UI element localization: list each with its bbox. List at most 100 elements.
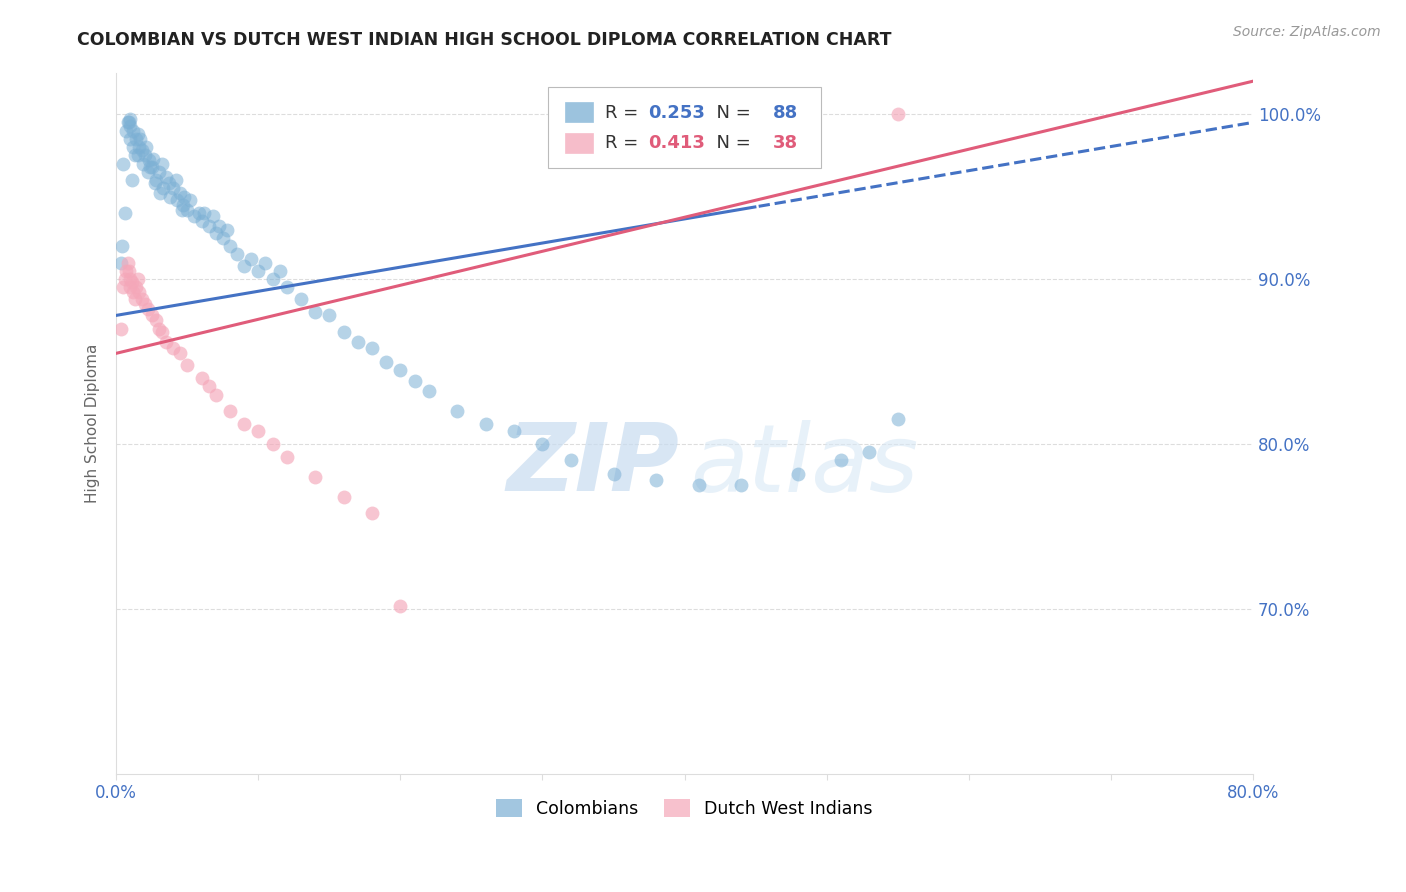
Point (269, 264, 291, 278)
Text: COLOMBIAN VS DUTCH WEST INDIAN HIGH SCHOOL DIPLOMA CORRELATION CHART: COLOMBIAN VS DUTCH WEST INDIAN HIGH SCHO… (77, 31, 891, 49)
Point (217, 222, 239, 236)
Point (418, 384, 440, 399)
Point (304, 470, 326, 484)
Point (304, 305, 326, 319)
Point (136, 165, 159, 179)
Point (112, 156, 135, 170)
Text: 88: 88 (773, 103, 799, 121)
Point (152, 181, 174, 195)
Point (162, 342, 184, 356)
Point (120, 272, 142, 286)
Point (190, 214, 212, 228)
Point (122, 140, 145, 154)
Text: N =: N = (704, 103, 756, 121)
Point (124, 292, 146, 306)
Point (110, 321, 132, 335)
Point (114, 206, 136, 220)
Point (179, 193, 201, 207)
Point (148, 165, 170, 179)
Y-axis label: High School Diploma: High School Diploma (86, 343, 100, 503)
Text: N =: N = (704, 135, 756, 153)
Point (172, 198, 194, 212)
Point (226, 247, 249, 261)
Point (122, 285, 145, 300)
Point (125, 280, 148, 294)
Point (120, 132, 142, 146)
Point (166, 193, 188, 207)
Point (503, 424, 526, 438)
Point (111, 239, 134, 253)
FancyBboxPatch shape (565, 102, 593, 123)
Point (318, 309, 340, 323)
FancyBboxPatch shape (565, 133, 593, 154)
Point (115, 264, 138, 278)
Point (141, 160, 163, 174)
Point (886, 412, 908, 426)
Point (645, 473, 668, 487)
Point (117, 255, 139, 269)
Point (197, 379, 219, 393)
Point (176, 358, 198, 372)
Point (118, 264, 141, 278)
Point (197, 219, 219, 234)
Point (138, 153, 160, 168)
Point (112, 280, 135, 294)
Point (124, 148, 146, 162)
Point (233, 417, 256, 432)
Point (125, 132, 148, 146)
Point (886, 107, 908, 121)
Point (332, 325, 354, 339)
Point (276, 450, 298, 465)
Point (201, 210, 224, 224)
Point (159, 189, 181, 203)
Text: R =: R = (605, 103, 644, 121)
Point (131, 144, 153, 158)
Point (115, 124, 138, 138)
Point (129, 132, 152, 146)
Point (361, 342, 384, 356)
Point (157, 177, 180, 191)
Point (169, 186, 191, 201)
Point (165, 173, 187, 187)
Point (169, 346, 191, 360)
Point (121, 276, 143, 290)
Point (688, 478, 710, 492)
Text: 0.253: 0.253 (648, 103, 704, 121)
Point (233, 259, 256, 273)
Point (149, 186, 172, 201)
Point (531, 437, 554, 451)
Point (122, 124, 145, 138)
Point (332, 490, 354, 504)
Point (131, 292, 153, 306)
Point (389, 363, 412, 377)
Point (389, 599, 412, 613)
Point (127, 148, 149, 162)
Point (141, 309, 163, 323)
Point (404, 375, 426, 389)
Point (132, 156, 155, 170)
Point (155, 334, 177, 349)
Text: 0.413: 0.413 (648, 135, 704, 153)
Point (150, 156, 173, 170)
Point (117, 115, 139, 129)
Point (170, 202, 193, 217)
Point (204, 226, 226, 240)
Point (128, 140, 150, 154)
Point (290, 292, 312, 306)
Point (127, 272, 149, 286)
Point (730, 478, 752, 492)
Point (121, 173, 143, 187)
Point (240, 252, 263, 267)
Point (139, 160, 162, 174)
Point (219, 404, 242, 418)
Point (560, 453, 582, 467)
Point (118, 115, 141, 129)
Text: R =: R = (605, 135, 644, 153)
Point (247, 424, 270, 438)
Point (150, 325, 173, 339)
Point (183, 210, 205, 224)
Point (143, 177, 166, 191)
Legend: Colombians, Dutch West Indians: Colombians, Dutch West Indians (489, 792, 880, 825)
Point (173, 189, 195, 203)
Point (361, 506, 384, 520)
